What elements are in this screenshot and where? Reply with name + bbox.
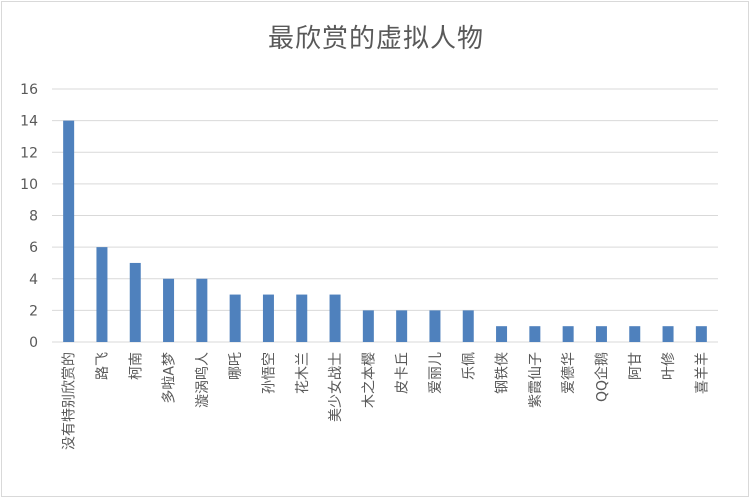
bar: [129, 262, 141, 342]
x-tick-label: 路飞: [95, 352, 111, 380]
bar: [296, 294, 308, 342]
bar: [629, 326, 641, 342]
x-tick-label: 叶修: [661, 352, 677, 380]
bar: [529, 326, 541, 342]
x-tick-label: 孙悟空: [261, 352, 277, 394]
x-tick-label: 木之本樱: [360, 352, 377, 408]
bar: [695, 326, 707, 342]
x-tick-label: 没有特别欣赏的: [62, 352, 78, 450]
bar: [462, 310, 474, 342]
y-tick-label: 10: [20, 177, 38, 193]
x-tick-label: 阿甘: [628, 352, 644, 380]
bar: [662, 326, 674, 342]
x-tick-label: 爱德华: [561, 352, 577, 394]
x-tick-label: 爱丽儿: [428, 352, 444, 394]
x-tick-label: 哪吒: [228, 352, 244, 380]
bar: [562, 326, 574, 342]
bar: [262, 294, 274, 342]
y-axis-ticks: 0 2 4 6 8 10 12 14 16: [20, 82, 38, 351]
x-tick-label: 美少女战士: [327, 352, 344, 422]
y-tick-label: 8: [29, 209, 38, 225]
bar: [429, 310, 441, 342]
x-tick-label: 喜羊羊: [694, 352, 710, 394]
bars: [63, 120, 707, 342]
bar: [63, 120, 75, 342]
x-tick-label: 柯南: [128, 352, 144, 380]
bar: [229, 294, 241, 342]
gridlines: [52, 88, 718, 343]
y-tick-label: 12: [20, 145, 38, 161]
x-tick-label: 多啦A梦: [161, 352, 178, 404]
x-tick-label: QQ企鹅: [593, 352, 610, 402]
bar: [595, 326, 607, 342]
y-tick-label: 6: [29, 240, 38, 256]
x-tick-label: 钢铁侠: [495, 352, 511, 394]
y-tick-label: 4: [29, 272, 38, 288]
x-tick-label: 花木兰: [295, 352, 311, 394]
chart-title: 最欣赏的虚拟人物: [267, 24, 484, 54]
bar: [362, 310, 374, 342]
x-tick-label: 皮卡丘: [395, 352, 411, 394]
y-tick-label: 0: [29, 335, 38, 351]
x-axis-labels: 没有特别欣赏的 路飞 柯南 多啦A梦 漩涡鸣人 哪吒 孙悟空 花木兰 美少女战士 木之本樱 皮卡丘 爱…: [62, 352, 711, 450]
bar: [396, 310, 408, 342]
bar: [96, 247, 108, 342]
x-tick-label: 漩涡鸣人: [194, 352, 211, 408]
bar: [496, 326, 508, 342]
y-tick-label: 2: [29, 303, 38, 319]
x-tick-label: 紫霞仙子: [528, 352, 544, 408]
bar: [329, 294, 341, 342]
y-tick-label: 16: [20, 82, 38, 98]
x-tick-label: 乐佩: [461, 352, 477, 380]
y-tick-label: 14: [20, 114, 38, 130]
bar: [163, 278, 175, 342]
bar: [196, 278, 208, 342]
